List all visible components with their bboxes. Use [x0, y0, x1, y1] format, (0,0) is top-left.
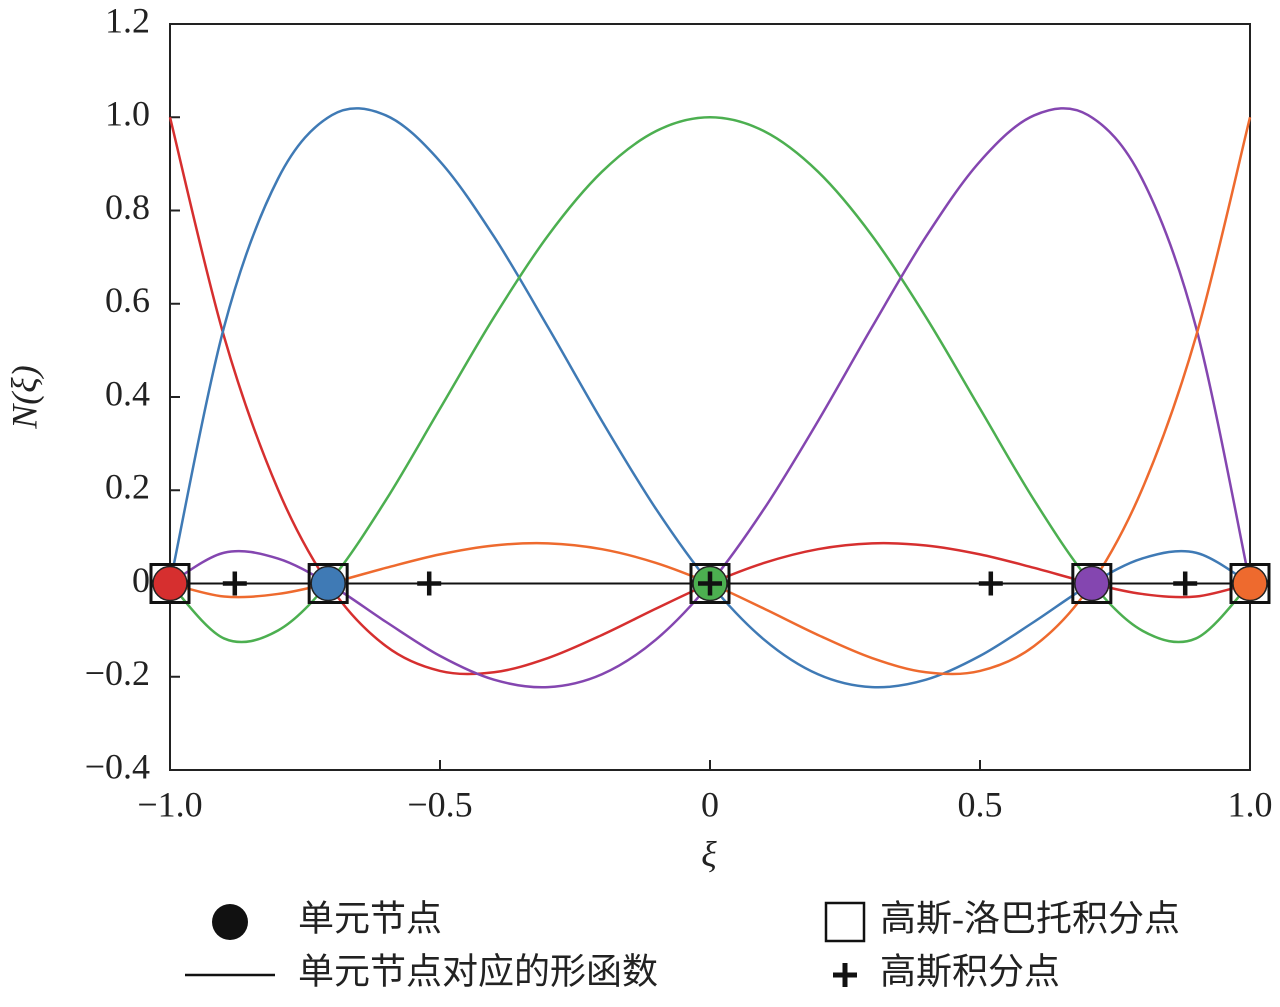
element-node	[152, 565, 188, 602]
shape-function-line	[168, 116, 1251, 676]
element-node	[1074, 565, 1110, 602]
shape-function-line	[169, 115, 1251, 644]
legend-node-symbol	[212, 904, 248, 940]
gauss-point	[698, 571, 722, 596]
gll-point	[1071, 563, 1113, 604]
y-tick-label: −0.2	[85, 653, 150, 693]
gauss-point	[417, 571, 442, 596]
legend-label: 高斯-洛巴托积分点	[880, 898, 1180, 938]
y-axis-label: N(ξ)	[4, 365, 44, 429]
y-tick-label: 0	[132, 560, 150, 600]
y-tick-label: 1.0	[105, 94, 150, 134]
shape-function-line	[169, 116, 1252, 676]
plot-frame	[169, 23, 1251, 771]
y-tick-label: 0.6	[105, 280, 150, 320]
shape-function-line	[169, 107, 1252, 689]
gauss-point	[222, 571, 247, 596]
legend-label: 单元节点	[298, 898, 442, 938]
x-tick-label: −1.0	[137, 784, 202, 824]
y-tick-label: 0.4	[105, 373, 150, 413]
element-node	[310, 565, 346, 602]
gauss-point	[1173, 571, 1198, 596]
x-axis-label: ξ	[701, 834, 717, 874]
shape-function-line	[168, 107, 1251, 689]
gll-point	[689, 563, 731, 604]
gauss-point	[978, 571, 1003, 596]
x-tick-label: 0.5	[958, 784, 1003, 824]
gll-point	[149, 563, 191, 604]
x-tick-label: −0.5	[407, 784, 472, 824]
y-tick-label: −0.4	[85, 746, 150, 786]
y-tick-label: 0.8	[105, 187, 150, 227]
x-tick-label: 0	[701, 784, 719, 824]
element-node	[1232, 565, 1268, 602]
gll-point	[307, 563, 349, 604]
x-tick-label: 1.0	[1228, 784, 1273, 824]
gll-point	[1229, 563, 1271, 604]
legend-label: 单元节点对应的形函数	[298, 951, 658, 991]
y-tick-label: 1.2	[105, 0, 150, 40]
legend-label: 高斯积分点	[880, 951, 1060, 991]
y-tick-label: 0.2	[105, 467, 150, 507]
legend-square-symbol	[824, 901, 866, 943]
legend-plus-symbol	[833, 963, 857, 987]
